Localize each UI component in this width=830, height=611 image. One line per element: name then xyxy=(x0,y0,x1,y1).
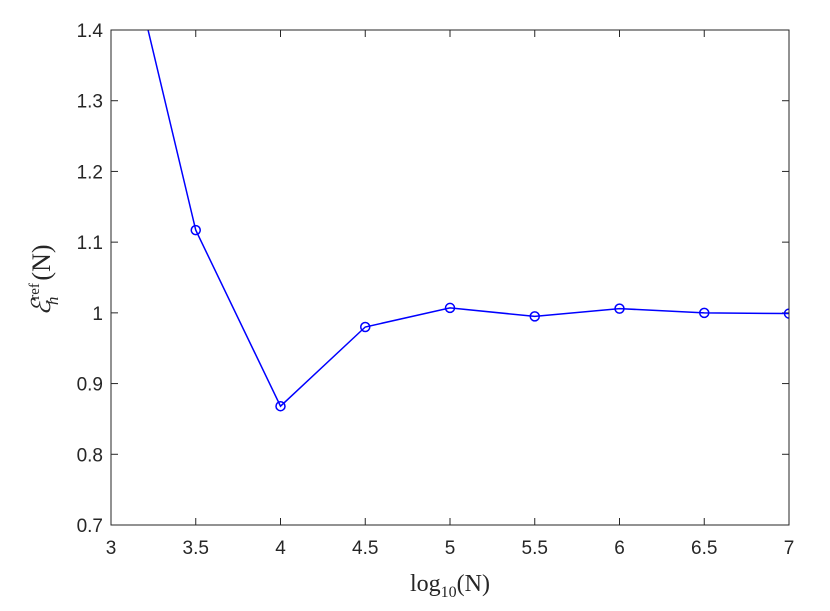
data-point xyxy=(360,321,371,333)
x-tick-label: 6 xyxy=(614,538,625,559)
x-axis-title-subscript: 10 xyxy=(441,584,457,601)
y-tick-label: 0.9 xyxy=(77,375,103,396)
x-tick-label: 5 xyxy=(445,538,456,559)
plot-frame xyxy=(110,29,790,526)
y-tick-label: 0.7 xyxy=(77,516,103,537)
y-tick-label: 0.8 xyxy=(77,445,103,466)
ticks-layer xyxy=(110,29,790,526)
x-tick-label: 3.5 xyxy=(183,538,209,559)
x-tick-label: 5.5 xyxy=(522,538,548,559)
y-axis-title-rest: (N) xyxy=(27,245,56,281)
y-tick-label: 1.3 xyxy=(77,92,103,113)
x-axis-title-rest: (N) xyxy=(457,571,490,597)
series-layer xyxy=(147,30,789,412)
x-tick-label: 3 xyxy=(106,538,117,559)
x-axis-title: log10(N) xyxy=(410,571,490,601)
x-tick-label: 6.5 xyxy=(691,538,717,559)
data-point xyxy=(783,308,789,319)
y-axis-title-superscript: ref xyxy=(27,283,43,300)
y-axis-title-subscript: h xyxy=(43,297,62,306)
data-point xyxy=(614,303,625,314)
y-tick-label: 1 xyxy=(92,304,103,325)
data-point xyxy=(444,302,456,314)
x-tick-label: 4.5 xyxy=(352,538,378,559)
data-point xyxy=(699,307,710,319)
data-point xyxy=(529,311,540,322)
y-tick-label: 1.4 xyxy=(77,21,104,42)
x-axis-title-base: log xyxy=(410,571,441,597)
y-tick-label: 1.1 xyxy=(77,233,103,254)
data-point xyxy=(190,224,201,236)
x-tick-label: 4 xyxy=(275,538,286,559)
y-axis-title-base: ℰ xyxy=(27,298,56,316)
data-point xyxy=(275,400,286,412)
y-axis-title: ℰrefh (N) xyxy=(27,245,62,316)
series-line xyxy=(147,30,789,408)
labels-layer: 3 3.5 4 4.5 5 5.5 6 6.5 7 0.7 0.8 0.9 1 1.1 1.2 1.3 1.4 xyxy=(77,21,795,559)
x-tick-label: 7 xyxy=(784,538,795,559)
y-tick-label: 1.2 xyxy=(77,162,103,183)
